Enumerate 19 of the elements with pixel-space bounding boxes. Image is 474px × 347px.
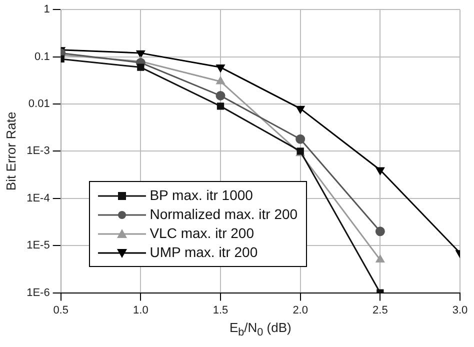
legend-label: BP max. itr 1000 (150, 186, 253, 203)
x-tick-label: 1.5 (212, 304, 228, 316)
y-tick-label: 0.01 (28, 98, 50, 110)
x-tick-label: 2.5 (372, 304, 388, 316)
y-tick-label: 1E-3 (26, 145, 50, 158)
x-tick-label: 1.0 (133, 304, 148, 316)
y-tick-label: 1 (44, 4, 50, 16)
x-axis-title: E$_{b}$/N$_{0}$ (dB) (228, 320, 292, 339)
x-tick-label: 2.0 (292, 304, 308, 316)
x-tick-label: 0.5 (53, 304, 68, 316)
y-tick-label: 1E-5 (26, 240, 50, 252)
y-tick-label: 0.1 (34, 50, 50, 63)
x-tick-label: 3.0 (452, 304, 468, 316)
y-tick-label: 1E-6 (26, 286, 50, 299)
legend-label: Normalized max. itr 200 (150, 206, 298, 222)
y-tick-label: 1E-4 (26, 192, 50, 204)
y-axis-title: Bit Error Rate (3, 112, 18, 191)
legend-label: VLC max. itr 200 (150, 224, 254, 241)
legend-label: UMP max. itr 200 (150, 244, 258, 260)
